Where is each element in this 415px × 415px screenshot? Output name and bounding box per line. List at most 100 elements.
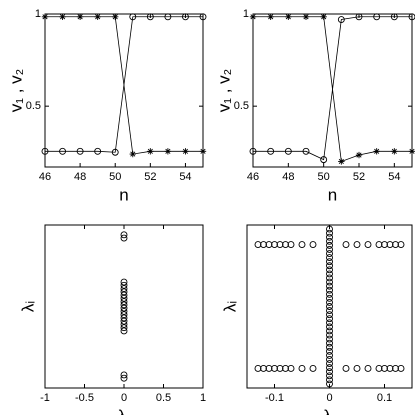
star-marker (320, 13, 327, 20)
circle-marker (355, 13, 363, 21)
circle-marker (302, 147, 310, 155)
circle-marker (326, 298, 333, 306)
circle-marker (282, 364, 289, 372)
circle-marker (287, 241, 295, 249)
circle-marker (353, 241, 361, 249)
star-marker (129, 150, 136, 158)
circle-marker (375, 241, 383, 249)
star-marker (182, 148, 189, 155)
circle-marker (326, 339, 333, 347)
x-tick-label: 54 (388, 171, 400, 183)
circle-marker (326, 356, 333, 363)
circle-marker (326, 351, 333, 359)
circle-marker (120, 234, 128, 242)
star-marker (338, 158, 345, 165)
series-line (253, 16, 412, 161)
y-tick-label: 0.5 (26, 100, 41, 112)
circle-marker (276, 364, 284, 372)
circle-marker (254, 364, 262, 372)
circle-marker (120, 307, 128, 315)
x-tick-label: 46 (247, 171, 259, 183)
circle-marker (326, 368, 333, 376)
circle-marker (326, 262, 333, 270)
circle-marker (249, 147, 257, 155)
x-tick-label: -0.1 (265, 392, 284, 404)
circle-marker (326, 327, 333, 335)
y-axis-label: v₁ , v₂ (214, 69, 233, 113)
x-tick-label: 46 (39, 171, 51, 183)
circle-marker (397, 241, 405, 249)
circle-marker (390, 13, 398, 21)
circle-marker (111, 148, 119, 156)
circle-marker (326, 254, 333, 262)
series-line (45, 16, 203, 153)
circle-marker (364, 241, 372, 249)
y-tick-label: 0.5 (234, 100, 249, 112)
circle-marker (326, 241, 333, 249)
circle-marker (337, 16, 345, 23)
circle-marker (326, 347, 333, 355)
star-marker (199, 148, 207, 155)
star-marker (76, 13, 84, 20)
circle-marker (309, 241, 317, 249)
x-axis-label: n (119, 185, 128, 204)
circle-marker (320, 156, 328, 164)
circle-marker (326, 360, 333, 367)
circle-marker (254, 241, 262, 249)
star-marker (355, 151, 363, 159)
y-axis-label: v₁ , v₂ (6, 69, 25, 113)
circle-marker (120, 371, 128, 379)
circle-marker (276, 241, 284, 249)
circle-marker (326, 258, 333, 266)
star-marker (59, 13, 66, 20)
circle-marker (375, 364, 383, 372)
circle-marker (120, 294, 128, 302)
x-tick-label: 0 (326, 392, 332, 404)
star-marker (249, 13, 257, 20)
star-marker (147, 148, 154, 155)
x-tick-label: 0.5 (156, 392, 171, 404)
star-marker (94, 13, 101, 20)
x-tick-label: 0.1 (377, 392, 392, 404)
circle-marker (326, 286, 333, 294)
circle-marker (326, 376, 333, 384)
circle-marker (392, 241, 399, 249)
circle-marker (326, 225, 333, 233)
circle-marker (94, 147, 102, 155)
y-tick-label: 1 (243, 8, 249, 20)
circle-marker (120, 327, 128, 335)
circle-marker (181, 13, 189, 21)
circle-marker (326, 307, 333, 315)
circle-marker (326, 274, 333, 282)
circle-marker (129, 13, 137, 21)
plot-frame (246, 224, 413, 389)
circle-marker (120, 281, 128, 289)
circle-marker (120, 320, 128, 328)
circle-marker (59, 147, 67, 155)
plot-frame (44, 13, 204, 168)
circle-marker (265, 364, 273, 372)
circle-marker (326, 319, 333, 327)
y-tick-label: 1 (35, 8, 41, 20)
circle-marker (364, 364, 372, 372)
circle-marker (342, 364, 350, 372)
circle-marker (373, 13, 381, 21)
circle-marker (120, 304, 128, 312)
x-tick-label: 48 (74, 171, 86, 183)
star-marker (302, 13, 310, 20)
circle-marker (326, 266, 333, 274)
x-tick-label: 1 (200, 392, 206, 404)
circle-marker (309, 364, 317, 372)
circle-marker (408, 13, 415, 21)
circle-marker (326, 323, 333, 331)
circle-marker (271, 241, 278, 249)
star-marker (164, 148, 172, 155)
circle-marker (120, 285, 128, 293)
circle-marker (120, 298, 128, 306)
circle-marker (260, 364, 267, 372)
circle-marker (298, 241, 306, 249)
x-tick-label: 52 (353, 171, 365, 183)
y-axis-label: λᵢ (18, 301, 37, 312)
